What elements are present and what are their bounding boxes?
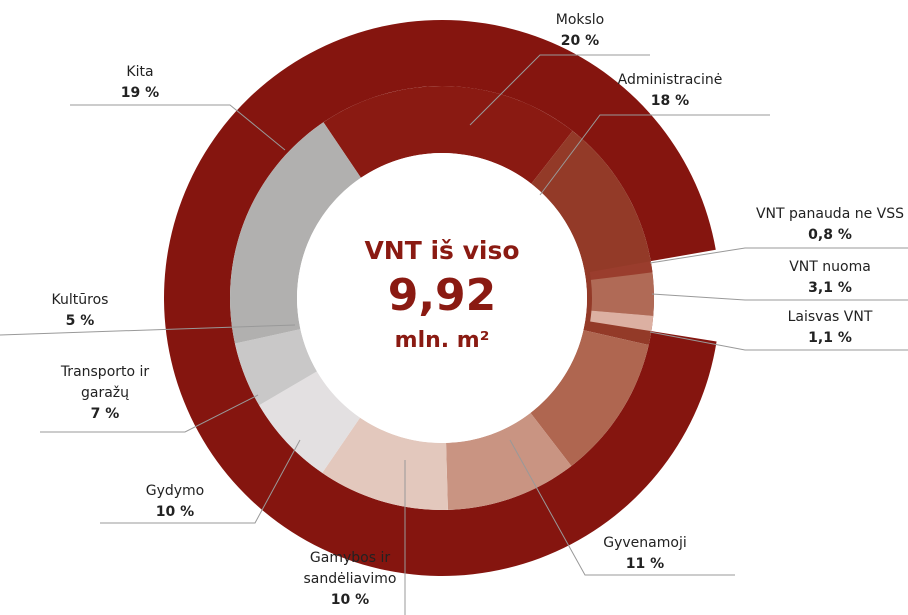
leader (0, 324, 296, 336)
slice (530, 330, 649, 466)
label-value: 19 % (120, 85, 160, 101)
label-value: 18 % (650, 93, 690, 109)
center-unit: mln. m² (394, 328, 490, 353)
leader (100, 439, 301, 524)
slice (323, 86, 573, 184)
label-value: 5 % (65, 313, 95, 329)
center-hole (297, 153, 587, 443)
leader (539, 114, 770, 196)
leader (649, 331, 908, 351)
vnt-slice (590, 272, 654, 316)
label-name: Transporto ir garažų (60, 364, 150, 401)
center-total: 9,92 (387, 270, 497, 321)
slice-label: Transporto ir garažų 7 % (40, 362, 170, 425)
leader (649, 247, 908, 264)
label-value: 20 % (560, 33, 600, 49)
label-name: VNT nuoma (789, 259, 871, 275)
label-value: 3,1 % (808, 280, 852, 296)
label-value: 10 % (155, 504, 195, 520)
slice (322, 417, 448, 510)
slice-label: Kita 19 % (55, 62, 225, 104)
label-value: 7 % (90, 406, 120, 422)
slice-label: Gamybos ir sandėliavimo 10 % (290, 548, 410, 611)
label-name: Gamybos ir sandėliavimo (303, 550, 397, 587)
leaders (0, 54, 908, 615)
vnt-slice (590, 310, 654, 332)
slice-label: Gyvenamoji 11 % (560, 533, 730, 575)
slice (259, 371, 361, 473)
slice-label: VNT panauda ne VSS 0,8 % (745, 204, 908, 246)
slice (230, 122, 361, 344)
slice (234, 329, 317, 406)
label-name: Kultūros (51, 292, 109, 308)
slice-label: Laisvas VNT 1,1 % (745, 307, 908, 349)
label-name: Mokslo (555, 12, 605, 28)
slice-label: Mokslo 20 % (495, 10, 665, 52)
rings (164, 19, 717, 576)
label-name: Gyvenamoji (603, 535, 687, 551)
vnt-slice (589, 261, 653, 280)
label-name: Laisvas VNT (787, 309, 873, 325)
slice-label: Administracinė 18 % (585, 70, 755, 112)
label-value: 11 % (625, 556, 665, 572)
label-name: VNT panauda ne VSS (755, 206, 905, 222)
label-value: 10 % (330, 592, 370, 608)
leader (40, 394, 259, 433)
leader (70, 104, 286, 151)
label-name: Kita (126, 64, 154, 80)
leader (651, 293, 908, 301)
slice-label: Gydymo 10 % (90, 481, 260, 523)
label-name: Administracinė (617, 72, 723, 88)
slice-label: Kultūros 5 % (0, 290, 165, 332)
slice (446, 412, 572, 510)
label-name: Gydymo (145, 483, 205, 499)
leader (469, 54, 650, 126)
center-title: VNT iš viso (364, 236, 520, 265)
label-value: 1,1 % (808, 330, 852, 346)
label-value: 0,8 % (808, 227, 852, 243)
leader (509, 439, 735, 576)
slice-label: VNT nuoma 3,1 % (745, 257, 908, 299)
